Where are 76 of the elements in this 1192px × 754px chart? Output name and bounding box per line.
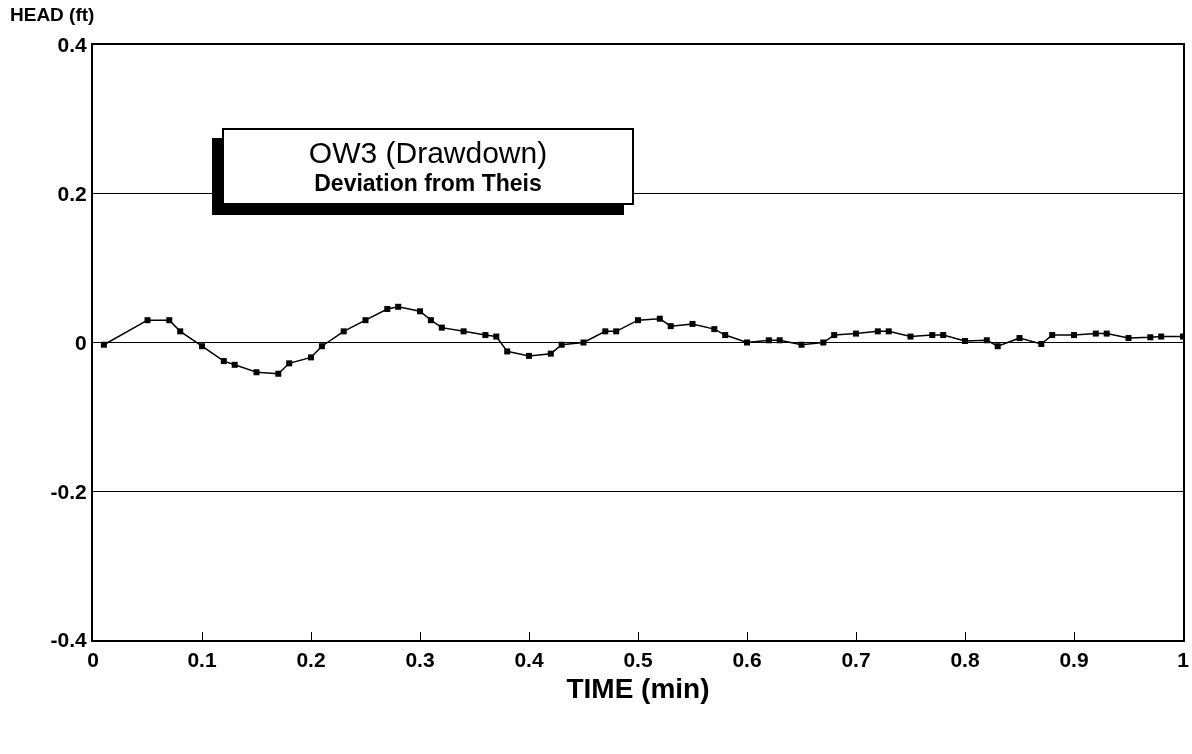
point xyxy=(874,328,881,335)
point xyxy=(1016,335,1023,342)
point xyxy=(1092,330,1099,337)
x-tick-label: 0.2 xyxy=(296,648,326,672)
point xyxy=(318,343,325,350)
point xyxy=(994,343,1001,350)
point xyxy=(460,328,467,335)
point xyxy=(482,332,489,339)
point xyxy=(885,328,892,335)
x-tick-label: 1 xyxy=(1177,648,1190,672)
point xyxy=(765,337,772,344)
x-tick-label: 0.8 xyxy=(950,648,980,672)
y-axis-title: HEAD (ft) xyxy=(10,4,95,26)
point xyxy=(100,341,107,348)
point xyxy=(340,328,347,335)
point xyxy=(613,328,620,335)
point xyxy=(231,361,238,368)
point xyxy=(940,332,947,339)
point xyxy=(656,315,663,322)
x-tick-label: 0.1 xyxy=(187,648,217,672)
point xyxy=(798,341,805,348)
point xyxy=(1049,332,1056,339)
point xyxy=(1158,333,1165,340)
point xyxy=(1147,334,1154,341)
point xyxy=(853,330,859,337)
point xyxy=(253,369,260,376)
y-tick-label: -0.2 xyxy=(50,479,87,503)
point xyxy=(504,348,511,355)
x-tick-label: 0.9 xyxy=(1059,648,1089,672)
y-tick-label: 0.4 xyxy=(57,33,88,57)
point xyxy=(962,338,968,345)
point xyxy=(199,343,205,350)
point xyxy=(1103,330,1110,337)
x-tick-label: 0.7 xyxy=(841,648,871,672)
point xyxy=(417,308,423,315)
point xyxy=(722,332,729,339)
point xyxy=(526,352,532,359)
point xyxy=(558,341,565,348)
point xyxy=(907,333,914,340)
point xyxy=(395,303,402,310)
point xyxy=(983,337,990,344)
x-tick-label: 0.3 xyxy=(405,648,435,672)
point xyxy=(177,328,184,335)
point xyxy=(744,339,750,346)
y-tick-label: 0.2 xyxy=(57,182,87,206)
point xyxy=(384,306,391,313)
x-tick-label: 0.5 xyxy=(623,648,653,672)
point xyxy=(776,337,783,344)
y-tick-label: -0.4 xyxy=(50,628,88,652)
point xyxy=(929,332,936,339)
point xyxy=(362,317,369,324)
point xyxy=(831,332,838,339)
point xyxy=(667,323,674,330)
point xyxy=(275,370,282,377)
point xyxy=(438,324,445,331)
y-tick-label: 0 xyxy=(75,330,87,354)
x-tick-label: 0.6 xyxy=(732,648,762,672)
point xyxy=(220,358,227,365)
point xyxy=(166,317,173,324)
point xyxy=(635,317,641,324)
point xyxy=(1038,340,1045,347)
point xyxy=(427,317,434,324)
point xyxy=(689,320,696,327)
point xyxy=(820,339,827,346)
x-tick-label: 0.4 xyxy=(514,648,544,672)
point xyxy=(308,354,314,361)
point xyxy=(547,350,554,357)
point xyxy=(580,339,587,346)
point xyxy=(711,326,718,333)
point xyxy=(1125,335,1132,342)
point xyxy=(144,317,151,324)
point xyxy=(602,328,609,335)
point xyxy=(1071,332,1077,339)
x-axis-title: TIME (min) xyxy=(566,672,710,704)
point xyxy=(286,360,293,367)
point xyxy=(493,333,500,340)
